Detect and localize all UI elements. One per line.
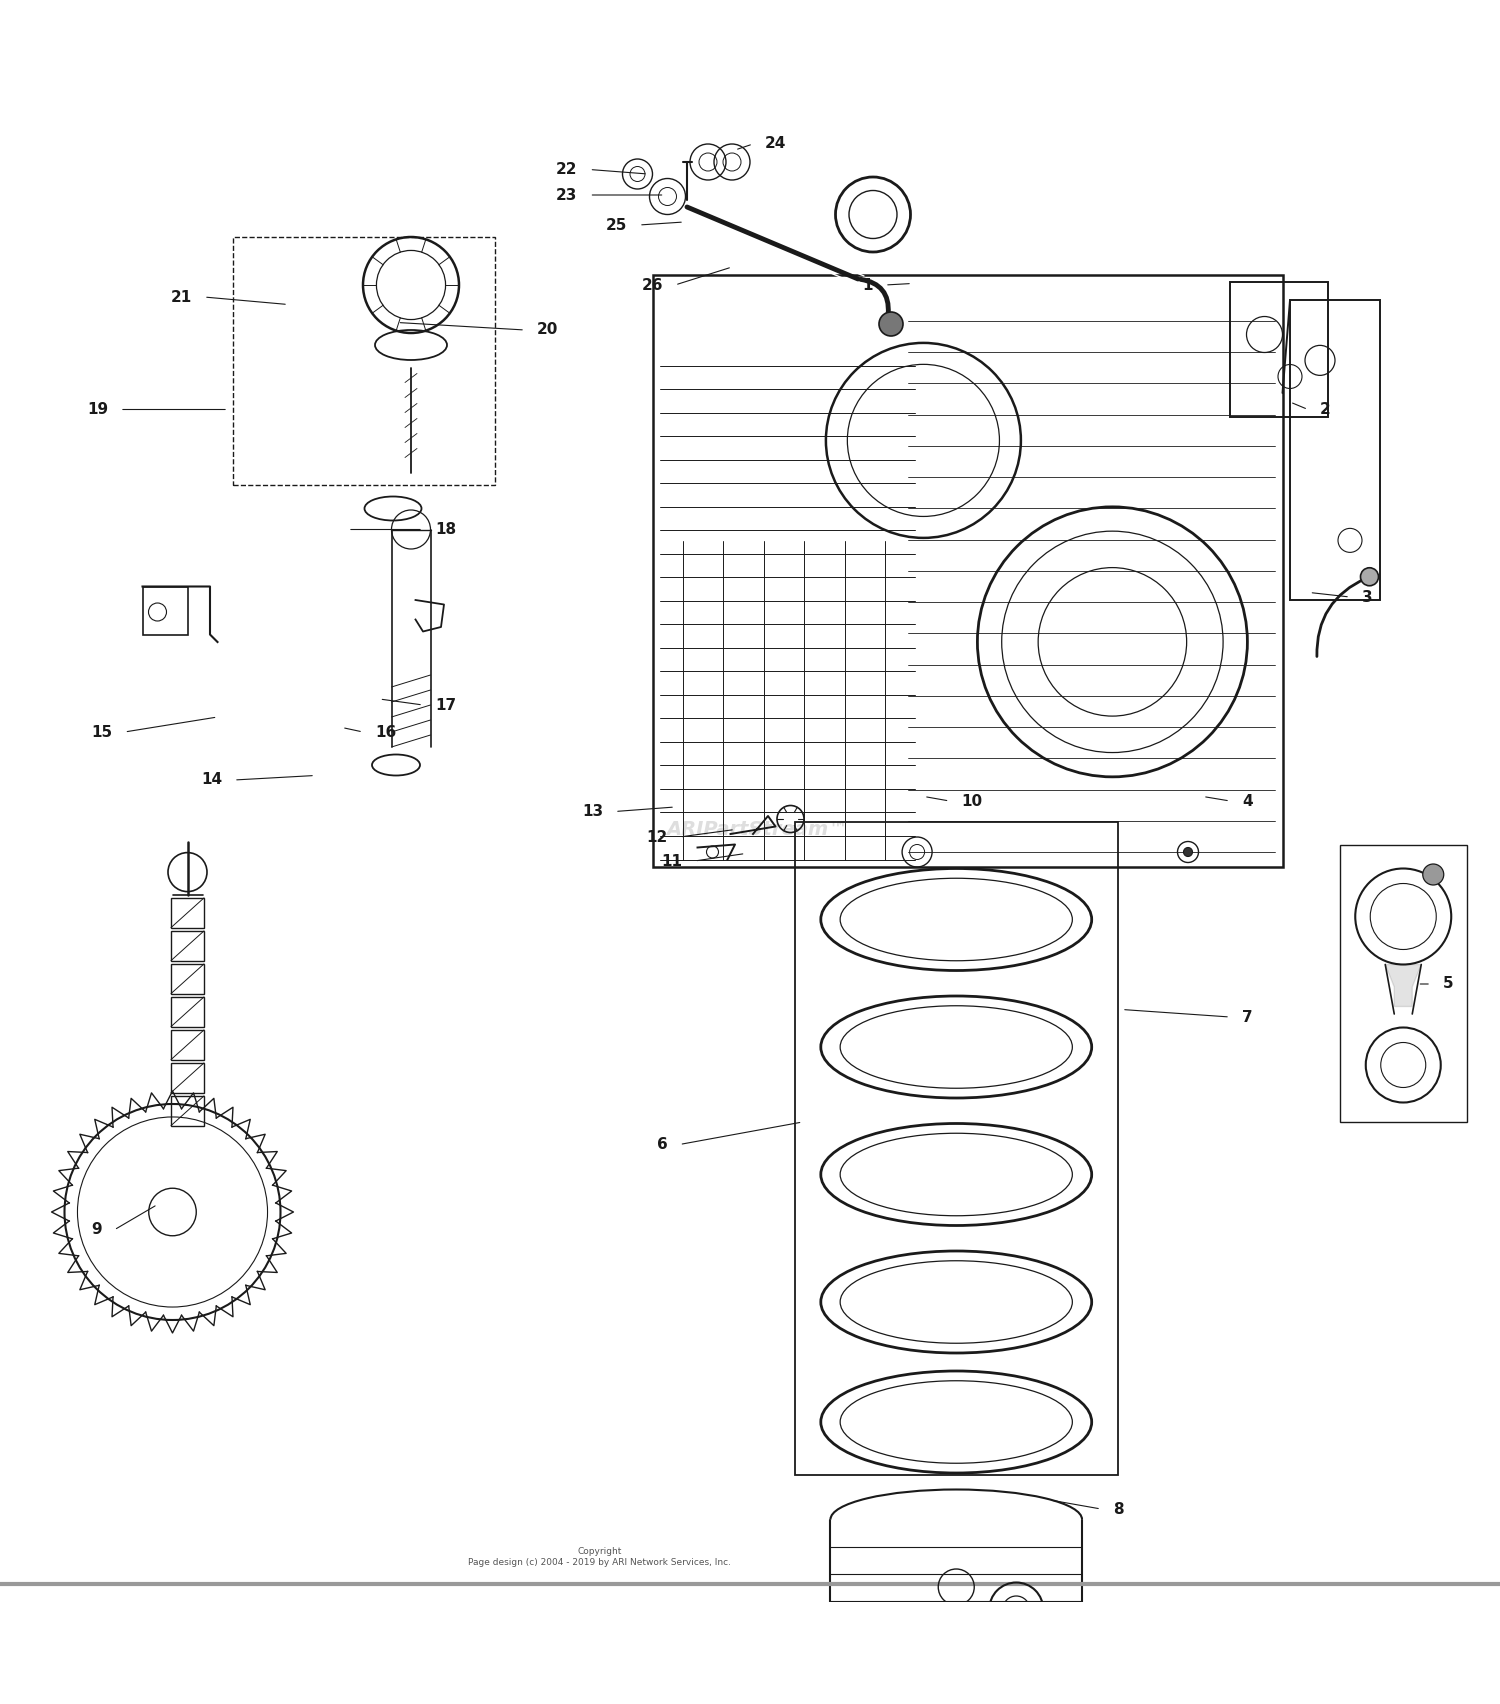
- Bar: [232, 237, 495, 484]
- Bar: [795, 821, 1118, 1474]
- Text: 4: 4: [1242, 794, 1252, 808]
- Bar: [171, 1096, 204, 1126]
- Text: 13: 13: [582, 804, 603, 820]
- Text: 22: 22: [556, 162, 578, 177]
- Bar: [171, 997, 204, 1026]
- Bar: [1290, 300, 1380, 600]
- Text: 5: 5: [1443, 976, 1454, 992]
- Bar: [142, 586, 188, 634]
- Text: 9: 9: [92, 1222, 102, 1237]
- Bar: [171, 964, 204, 993]
- Text: 8: 8: [1113, 1501, 1124, 1517]
- Bar: [1230, 281, 1328, 417]
- Circle shape: [1422, 864, 1443, 884]
- Text: 14: 14: [201, 772, 222, 787]
- Text: 1: 1: [862, 278, 873, 293]
- Text: 21: 21: [171, 290, 192, 305]
- Text: 25: 25: [606, 218, 627, 232]
- Text: 16: 16: [375, 724, 396, 740]
- Text: 2: 2: [1320, 402, 1330, 417]
- Text: ARIPartStream™: ARIPartStream™: [666, 820, 849, 838]
- Circle shape: [1360, 567, 1378, 586]
- Circle shape: [1184, 847, 1192, 857]
- Text: 7: 7: [1242, 1009, 1252, 1024]
- Circle shape: [879, 312, 903, 336]
- Bar: [1340, 845, 1467, 1121]
- Text: 20: 20: [537, 322, 558, 337]
- Text: Copyright
Page design (c) 2004 - 2019 by ARI Network Services, Inc.: Copyright Page design (c) 2004 - 2019 by…: [468, 1547, 732, 1566]
- Polygon shape: [1386, 964, 1422, 1007]
- Text: 23: 23: [556, 187, 578, 203]
- Text: 15: 15: [92, 724, 112, 740]
- Text: 18: 18: [435, 521, 456, 537]
- Text: 26: 26: [642, 278, 663, 293]
- Text: 10: 10: [962, 794, 982, 808]
- Text: 11: 11: [662, 854, 682, 869]
- Text: 24: 24: [765, 136, 786, 152]
- Bar: [652, 274, 1282, 867]
- Text: 19: 19: [87, 402, 108, 417]
- Bar: [171, 898, 204, 927]
- Text: 6: 6: [657, 1137, 668, 1152]
- Bar: [171, 930, 204, 961]
- Bar: [171, 1029, 204, 1060]
- Text: 3: 3: [1362, 590, 1372, 605]
- Bar: [171, 1063, 204, 1092]
- Text: 12: 12: [646, 830, 668, 845]
- Text: 17: 17: [435, 697, 456, 712]
